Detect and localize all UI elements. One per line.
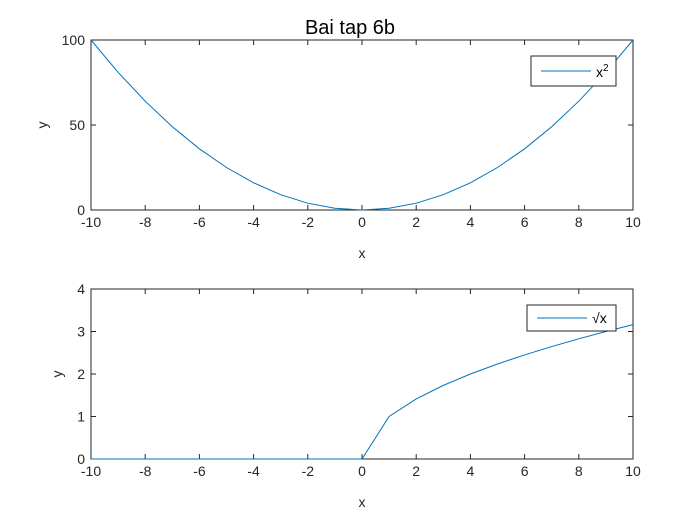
y-tick-labels-top: 0 50 100 bbox=[62, 32, 86, 218]
legend-label-base-bottom: x bbox=[600, 310, 607, 326]
x-tick-label: -2 bbox=[302, 463, 315, 479]
x-tick-label: 6 bbox=[521, 463, 529, 479]
x-tick-label: 8 bbox=[575, 214, 583, 230]
x-tick-label: 2 bbox=[412, 463, 420, 479]
x-tick-label: 4 bbox=[467, 214, 475, 230]
series-group-bottom bbox=[91, 324, 634, 460]
legend-label-top: x2 bbox=[596, 63, 609, 80]
x-tick-label: 4 bbox=[467, 463, 475, 479]
series-line-bottom bbox=[91, 324, 634, 460]
y-tick-label: 4 bbox=[77, 281, 85, 297]
series-group-top bbox=[90, 39, 634, 211]
y-axis-label-top: y bbox=[34, 122, 50, 129]
plot-title: Bai tap 6b bbox=[305, 17, 395, 39]
x-tick-label: 0 bbox=[358, 214, 366, 230]
y-axis-label-bottom: y bbox=[49, 371, 65, 378]
x-tick-label: 8 bbox=[575, 463, 583, 479]
y-tick-label: 1 bbox=[77, 409, 85, 425]
x-tick-label: 6 bbox=[521, 214, 529, 230]
subplot-top: Bai tap 6b -10 -8 -6 -4 -2 0 2 4 6 8 10 0 50 100 x y… bbox=[34, 17, 641, 261]
y-tick-label: 2 bbox=[77, 366, 85, 382]
x-tick-label: -10 bbox=[81, 214, 101, 230]
x-axis-label-bottom: x bbox=[359, 494, 366, 510]
y-tick-label: 3 bbox=[77, 324, 85, 340]
x-tick-label: -4 bbox=[247, 463, 260, 479]
x-tick-label: 0 bbox=[358, 463, 366, 479]
x-tick-label: -6 bbox=[193, 463, 206, 479]
y-tick-label: 50 bbox=[69, 117, 85, 133]
x-tick-labels-bottom: -10 -8 -6 -4 -2 0 2 4 6 8 10 bbox=[81, 463, 641, 479]
x-tick-label: 2 bbox=[412, 214, 420, 230]
x-tick-label: -8 bbox=[139, 463, 152, 479]
x-tick-label: -6 bbox=[193, 214, 206, 230]
legend-label-symbol: √ bbox=[592, 310, 600, 326]
x-tick-label: -4 bbox=[247, 214, 260, 230]
x-tick-label: 10 bbox=[625, 214, 641, 230]
x-tick-labels-top: -10 -8 -6 -4 -2 0 2 4 6 8 10 bbox=[81, 214, 641, 230]
y-tick-label: 0 bbox=[77, 202, 85, 218]
tick-group-top bbox=[90, 39, 634, 211]
x-tick-label: -10 bbox=[81, 463, 101, 479]
y-tick-label: 100 bbox=[62, 32, 86, 48]
legend-label-exponent: 2 bbox=[603, 63, 609, 74]
x-tick-label: 10 bbox=[625, 463, 641, 479]
x-tick-label: -2 bbox=[302, 214, 315, 230]
series-line-top bbox=[90, 39, 634, 211]
x-axis-label-top: x bbox=[359, 245, 366, 261]
y-tick-label: 0 bbox=[77, 451, 85, 467]
legend-bottom: √x bbox=[526, 304, 617, 332]
legend-top: x2 bbox=[530, 55, 617, 87]
y-tick-labels-bottom: 0 1 2 3 4 bbox=[77, 281, 85, 467]
x-tick-label: -8 bbox=[139, 214, 152, 230]
legend-label-base: x bbox=[596, 64, 603, 80]
legend-label-bottom: √x bbox=[592, 310, 607, 326]
